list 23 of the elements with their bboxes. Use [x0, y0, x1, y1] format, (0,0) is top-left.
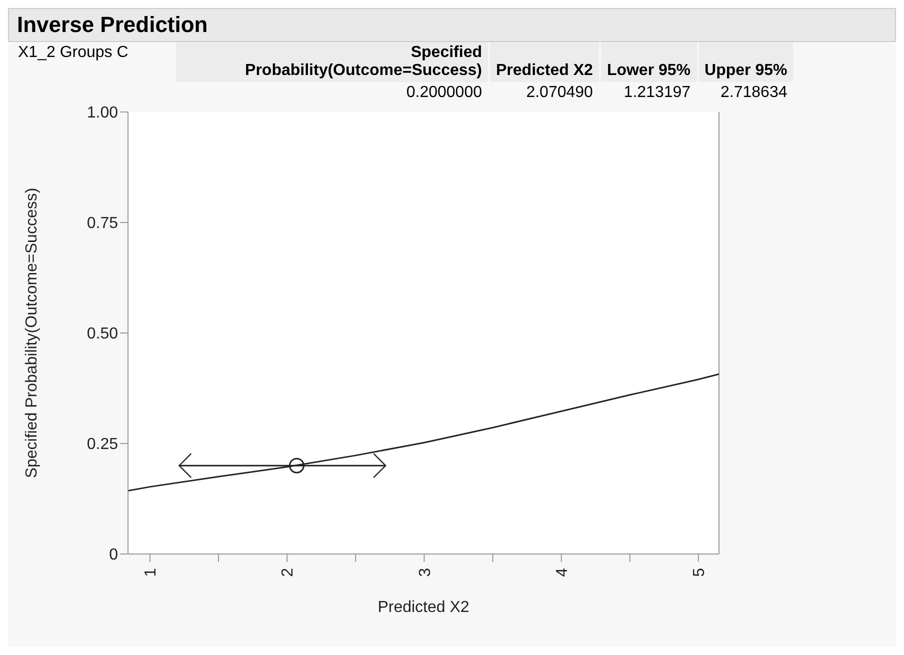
text: Specified Probability(Outcome=Success) [176, 42, 488, 82]
x-tick-label: 2 [280, 568, 297, 577]
y-axis-title: Specified Probability(Outcome=Success) [24, 188, 40, 478]
text: 1.213197 [622, 83, 692, 103]
x-tick-label: 5 [691, 568, 708, 577]
x-tick-label: 4 [554, 568, 571, 577]
text: Upper 95% [698, 42, 794, 82]
y-tick-label: 0 [109, 546, 118, 564]
y-tick-label: 0.25 [86, 436, 118, 454]
x-tick-label: 3 [416, 568, 434, 577]
y-tick-label: 0.50 [86, 326, 118, 343]
y-tick-label: 1.00 [86, 104, 118, 122]
x-tick-label: 1 [142, 568, 160, 577]
x-axis-title: Predicted X2 [378, 599, 470, 616]
line-series [128, 373, 719, 492]
text: 2.718634 [720, 83, 788, 103]
text: Predicted X2 [490, 42, 599, 82]
y-tick-label: 0.75 [86, 215, 118, 232]
text: Lower 95% [600, 42, 697, 82]
text: 2.070490 [525, 83, 594, 103]
text: X1_2 Groups C [17, 43, 130, 63]
text: 0.2000000 [405, 83, 483, 103]
chart-title: Inverse Prediction [8, 8, 896, 42]
